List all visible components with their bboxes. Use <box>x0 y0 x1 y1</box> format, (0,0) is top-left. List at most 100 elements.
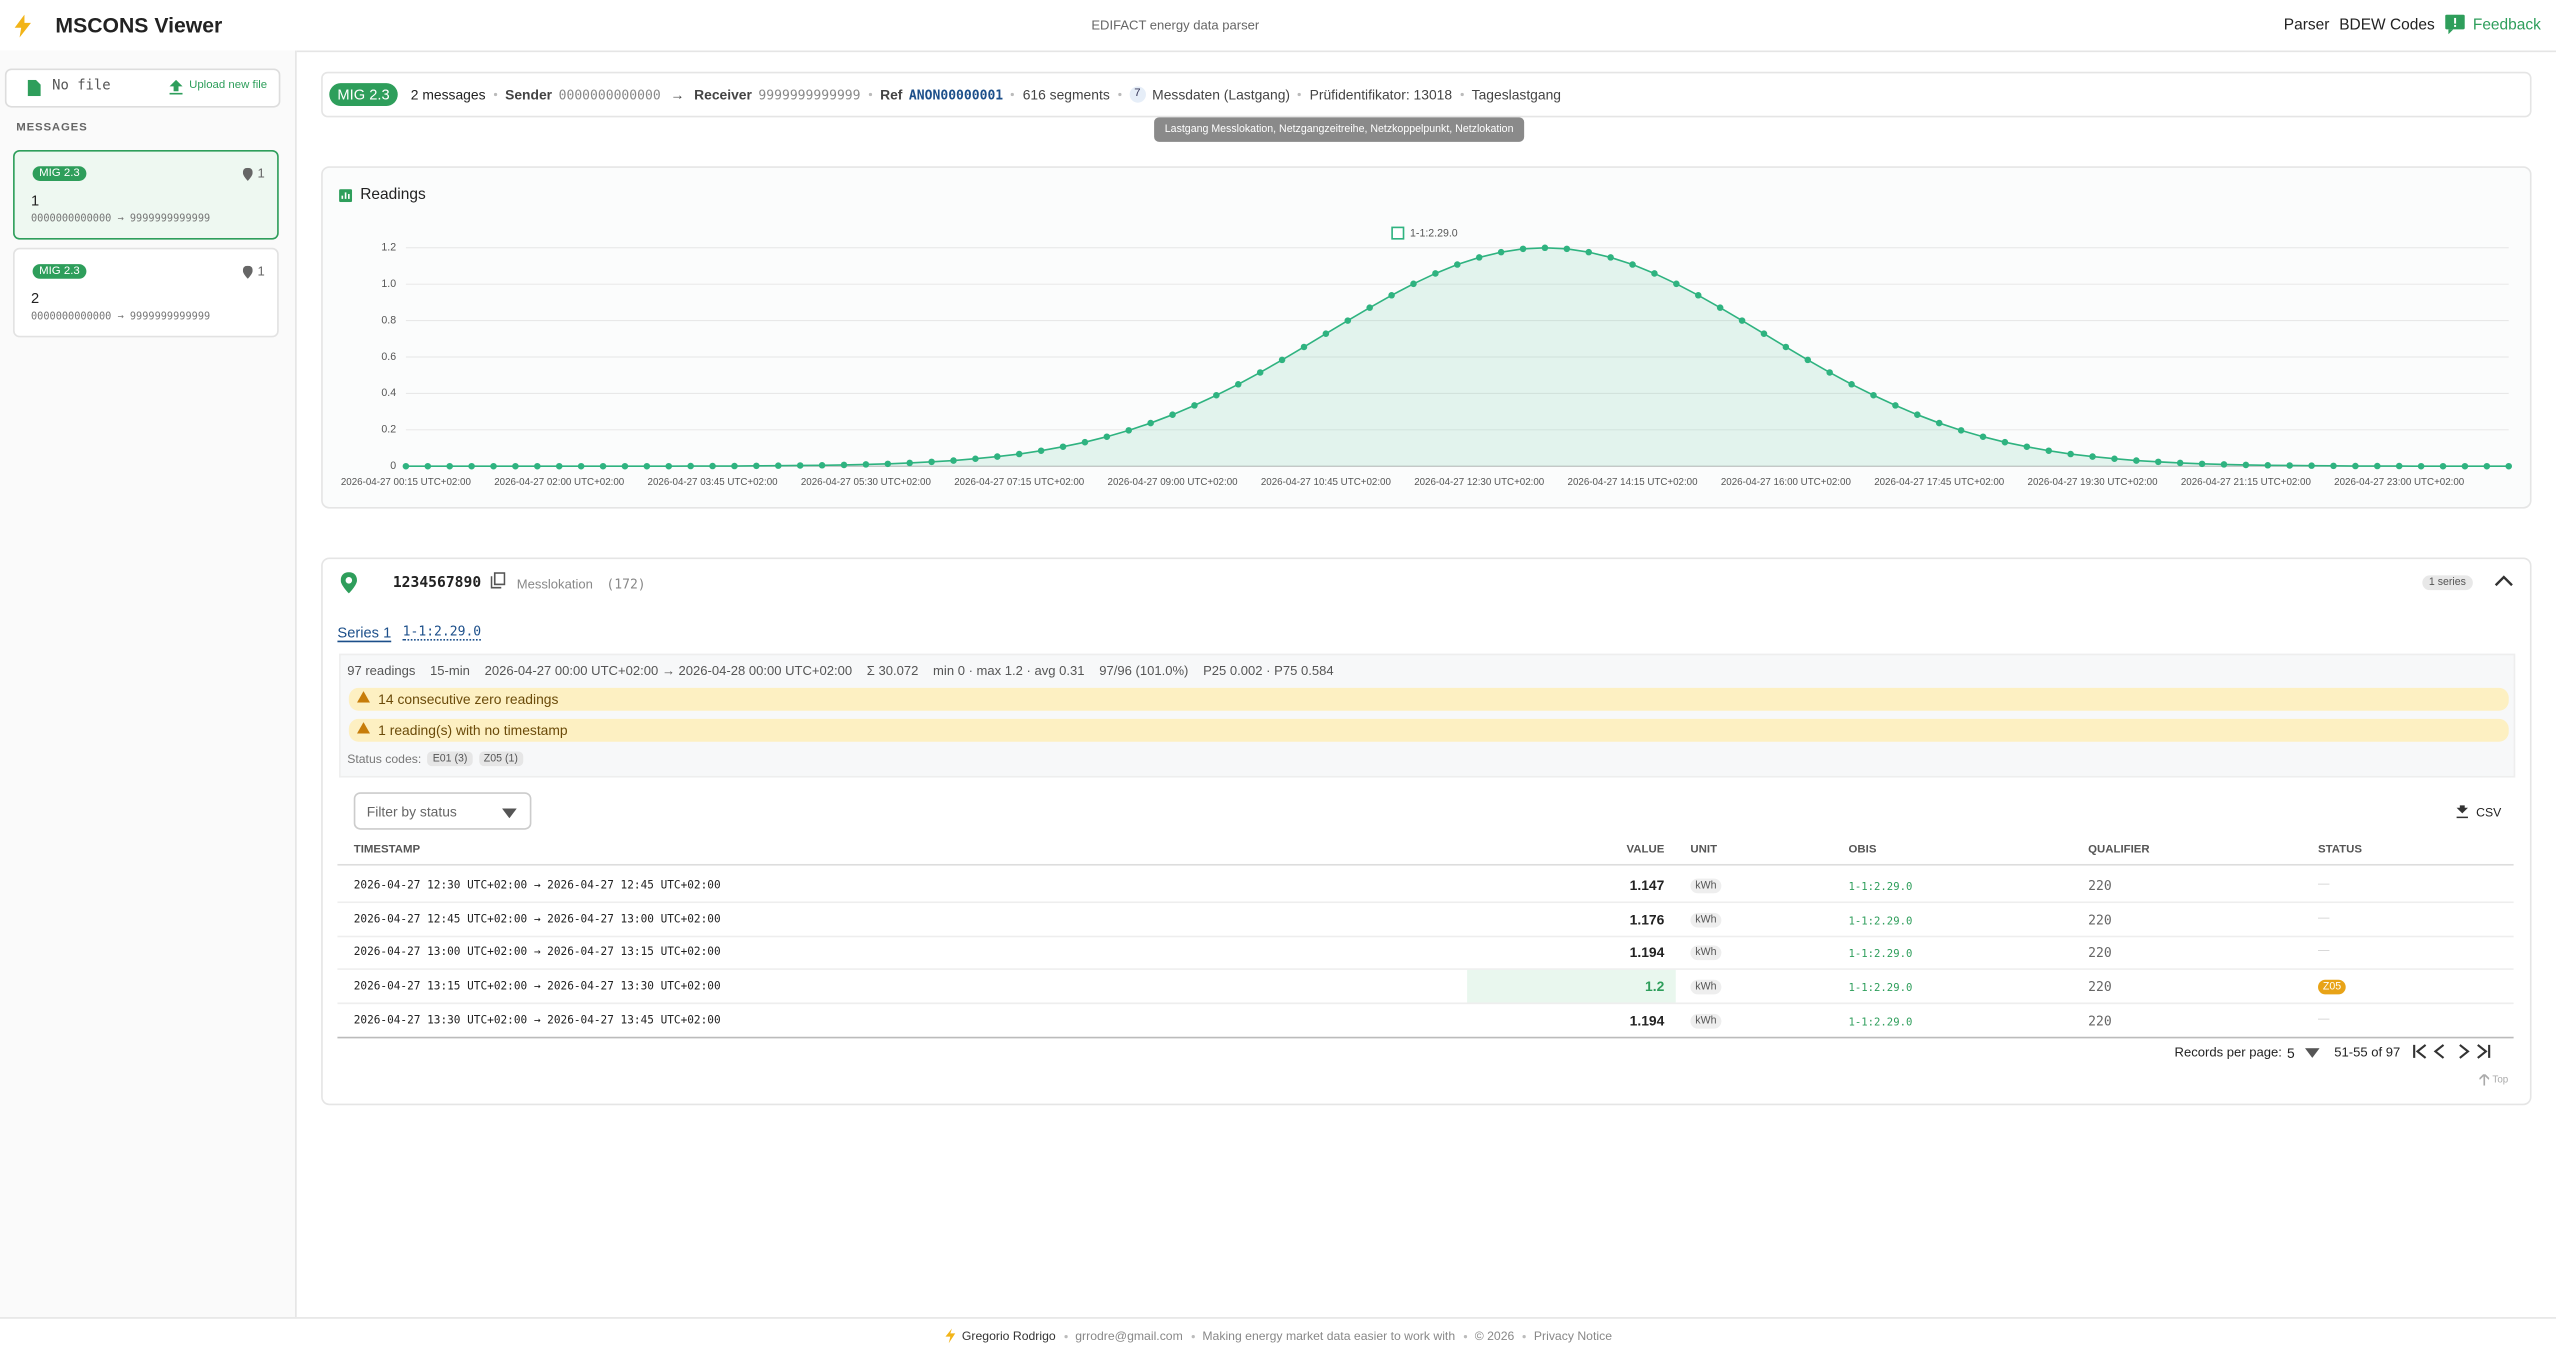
point <box>2001 438 2009 446</box>
nav-link[interactable]: BDEW Codes <box>2339 16 2435 35</box>
point <box>468 462 475 470</box>
point <box>1388 292 1395 299</box>
point <box>1278 356 1286 364</box>
rows-per-page[interactable]: 5 <box>2287 1044 2295 1062</box>
timestamp: 2026-04-27 12:30 UTC+02:00 → 2026-04-27 … <box>353 878 721 892</box>
stat: 2026-04-27 00:00 UTC+02:00 → 2026-04-28 … <box>484 663 853 679</box>
point <box>862 461 870 468</box>
point <box>2133 457 2140 464</box>
qualifier: 220 <box>2088 979 2112 995</box>
point <box>1563 245 1571 253</box>
ref-label: Ref <box>880 86 903 103</box>
point <box>424 462 432 470</box>
csv-button[interactable]: CSV <box>2476 805 2502 820</box>
message-card[interactable]: MIG 2.3 1 1 0000000000000 → 9999999999999 <box>13 149 279 240</box>
x-tick-label: 2026-04-27 21:15 UTC+02:00 <box>2181 477 2312 488</box>
pin-shape <box>242 167 253 181</box>
feedback-icon <box>2445 14 2465 35</box>
stat: 97 readings <box>347 663 416 679</box>
point <box>928 458 935 466</box>
file-name: No file <box>52 78 111 95</box>
upload-button[interactable]: Upload new file <box>189 79 268 92</box>
arrow: → <box>670 86 685 103</box>
back-to-top[interactable]: Top <box>2492 1075 2509 1086</box>
status-chip: E01 (3) <box>427 751 473 767</box>
timestamp: 2026-04-27 13:15 UTC+02:00 → 2026-04-27 … <box>353 979 721 993</box>
message-count: 2 messages <box>410 86 486 103</box>
point <box>446 462 453 470</box>
message-card[interactable]: MIG 2.3 1 2 0000000000000 → 9999999999999 <box>13 247 279 338</box>
file-icon <box>27 79 41 97</box>
nav-link[interactable]: Parser <box>2283 16 2330 35</box>
point <box>2374 462 2381 470</box>
point <box>1059 443 1067 450</box>
point <box>2461 462 2469 470</box>
series-tab[interactable]: Series 1 <box>337 624 392 643</box>
point <box>1979 433 1987 440</box>
point <box>2089 453 2096 460</box>
warning-shape <box>356 691 371 703</box>
point <box>1344 317 1352 324</box>
column-header: STATUS <box>2318 844 2362 856</box>
y-tick-label: 1.0 <box>381 278 396 290</box>
obis: 1-1:2.29.0 <box>1848 947 1913 961</box>
point <box>2176 459 2184 467</box>
point <box>2308 462 2315 469</box>
nav-link[interactable]: Feedback <box>2472 16 2541 35</box>
point <box>1322 330 1330 337</box>
point <box>1519 245 1527 253</box>
obis: 1-1:2.29.0 <box>1848 913 1913 928</box>
point <box>1607 254 1614 261</box>
file-box: No file Upload new file <box>4 68 281 108</box>
privacy-link[interactable]: Privacy Notice <box>1533 1328 1613 1344</box>
point <box>2286 462 2293 469</box>
upload-icon <box>169 79 183 95</box>
location-card: 1234567890 Messlokation (172) 1 series S… <box>321 557 2532 1106</box>
legend-swatch <box>1391 226 1405 240</box>
receiver-label: Receiver <box>694 86 752 103</box>
point <box>2352 462 2359 470</box>
doc-count: 7 <box>1129 86 1146 103</box>
qualifier: 220 <box>2088 1013 2112 1029</box>
point <box>1432 270 1439 277</box>
obis: 1-1:2.29.0 <box>1848 880 1913 894</box>
point <box>1081 438 1089 446</box>
unit: kWh <box>1690 912 1722 928</box>
pager-buttons[interactable] <box>2413 1043 2495 1059</box>
status: — <box>2318 1013 2330 1026</box>
point <box>906 459 913 467</box>
location-count: 1 <box>257 166 265 181</box>
header: MSCONS Viewer EDIFACT energy data parser… <box>0 0 2556 53</box>
row-rule <box>337 935 2514 937</box>
point <box>1256 369 1264 376</box>
qualifier: 220 <box>2088 912 2112 928</box>
app-title: MSCONS Viewer <box>55 13 223 38</box>
copyright: © 2026 <box>1474 1328 1515 1344</box>
point <box>2439 462 2447 470</box>
pin-shape <box>242 265 253 279</box>
point <box>1147 419 1154 427</box>
stat: P25 0.002 · P75 0.584 <box>1203 663 1334 679</box>
status: — <box>2318 946 2330 958</box>
row-rule <box>337 968 2514 971</box>
profile: Tageslastgang <box>1471 86 1562 103</box>
collapse-icon[interactable] <box>2494 574 2514 587</box>
column-header: TIMESTAMP <box>353 844 421 856</box>
point <box>1015 450 1023 458</box>
area <box>405 247 2509 467</box>
status-chip: Z05 (1) <box>478 751 523 767</box>
point <box>621 462 629 470</box>
y-tick-label: 0 <box>390 460 396 472</box>
x-tick-label: 2026-04-27 05:30 UTC+02:00 <box>801 477 932 488</box>
point <box>818 462 826 469</box>
status: — <box>2318 878 2330 891</box>
point <box>1366 304 1373 311</box>
pin-icon <box>242 167 253 181</box>
email[interactable]: grrodre@gmail.com <box>1075 1328 1183 1344</box>
copy-icon[interactable] <box>490 572 506 589</box>
rows-per-page-label: Records per page: <box>2174 1044 2282 1060</box>
point <box>2395 462 2403 470</box>
point <box>1037 447 1045 454</box>
status-filter[interactable]: Filter by status <box>353 792 532 830</box>
point <box>1651 270 1658 277</box>
